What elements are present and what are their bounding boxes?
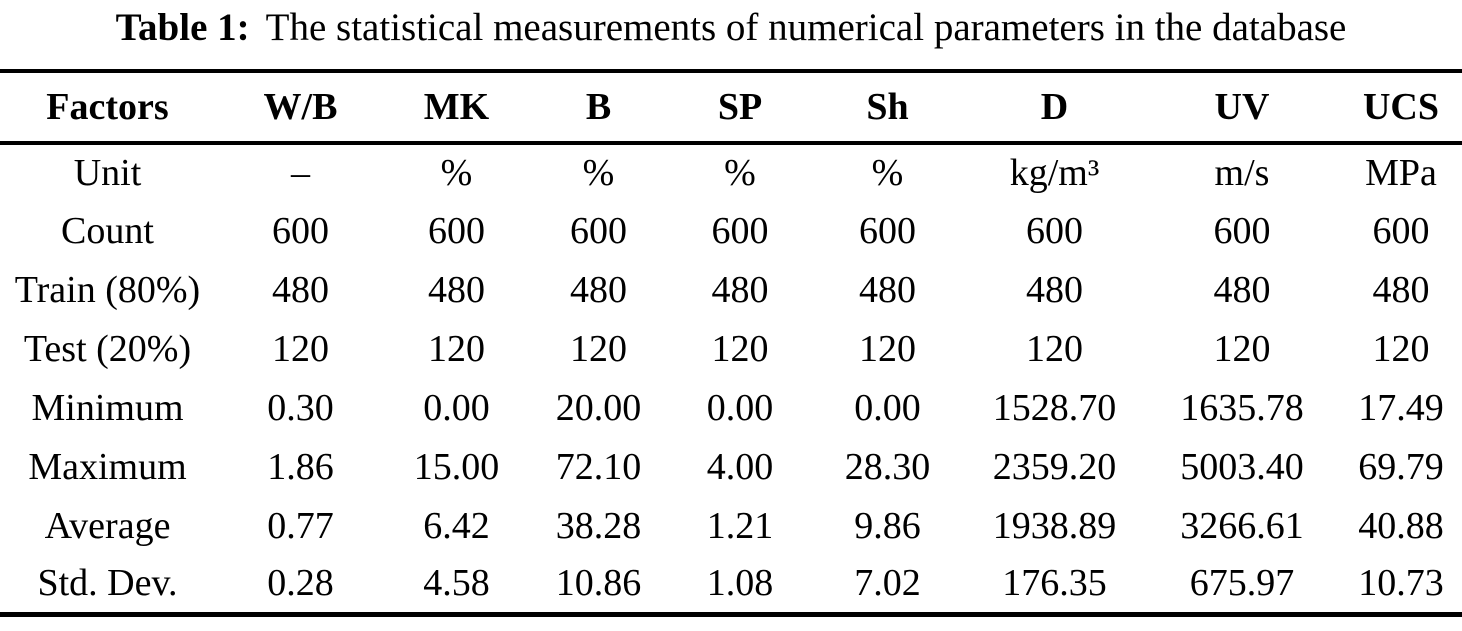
table-row: Test (20%) 120 120 120 120 120 120 120 1… xyxy=(0,320,1462,379)
table-cell: 40.88 xyxy=(1358,504,1444,547)
row-label: Train (80%) xyxy=(14,269,201,312)
table-cell: 600 xyxy=(711,210,769,253)
table-cell: % xyxy=(440,152,473,195)
table-cell: 0.28 xyxy=(267,562,334,605)
table-cell: 0.00 xyxy=(423,387,490,429)
table-cell: 1.21 xyxy=(706,504,774,547)
table-cell: – xyxy=(291,152,310,195)
table-cell: 600 xyxy=(428,210,485,253)
table-cell: 69.79 xyxy=(1358,445,1444,488)
table-row: Minimum 0.30 0.00 20.00 0.00 0.00 1528.7… xyxy=(0,379,1462,438)
table-cell: 5003.40 xyxy=(1180,445,1304,488)
table-row: Unit – % % % % kg/m³ m/s MPa xyxy=(0,143,1462,202)
column-header: W/B xyxy=(215,71,386,145)
table-cell: 38.28 xyxy=(555,504,642,547)
row-label: Average xyxy=(44,504,171,547)
table-cell: 1635.78 xyxy=(1180,387,1304,429)
table-cell: 1528.70 xyxy=(992,387,1117,429)
row-label: Unit xyxy=(73,152,142,195)
table-cell: 6.42 xyxy=(423,504,490,547)
table-row: Maximum 1.86 15.00 72.10 4.00 28.30 2359… xyxy=(0,437,1462,496)
row-label: Test (20%) xyxy=(23,328,192,371)
table-cell: 4.00 xyxy=(706,445,774,488)
table-cell: 176.35 xyxy=(1002,562,1107,605)
table-cell: 120 xyxy=(272,328,329,371)
table-cell: 7.02 xyxy=(854,562,921,605)
table-cell: 1.86 xyxy=(267,445,334,488)
column-header: B xyxy=(527,71,670,145)
table-cell: 28.30 xyxy=(844,445,931,488)
table-cell: 120 xyxy=(570,328,627,371)
caption-text: The statistical measurements of numerica… xyxy=(265,6,1347,49)
table-cell: 10.86 xyxy=(555,562,642,605)
table-cell: 2359.20 xyxy=(992,445,1117,488)
table-cell: 480 xyxy=(570,269,627,312)
column-header: SP xyxy=(670,71,810,145)
table-row: Std. Dev. 0.28 4.58 10.86 1.08 7.02 176.… xyxy=(0,555,1462,614)
table-cell: 9.86 xyxy=(854,504,921,547)
row-label: Count xyxy=(61,210,154,253)
table-row: Count 600 600 600 600 600 600 600 600 xyxy=(0,202,1462,261)
table-cell: 0.77 xyxy=(267,504,334,547)
row-label: Minimum xyxy=(31,387,184,429)
row-label: Std. Dev. xyxy=(37,562,178,605)
table-cell: 675.97 xyxy=(1189,562,1295,605)
table-cell: 120 xyxy=(428,328,485,371)
table-cell: 600 xyxy=(859,210,916,253)
table-cell: 120 xyxy=(859,328,916,371)
table-cell: 1938.89 xyxy=(992,504,1117,547)
table-cell: 1.08 xyxy=(706,562,774,605)
table-cell: 600 xyxy=(272,210,329,253)
statistics-table: Factors W/B MK B SP Sh D UV UCS Unit – %… xyxy=(0,69,1462,617)
table-cell: 480 xyxy=(428,269,485,312)
column-header: Sh xyxy=(810,71,965,145)
table-cell: 480 xyxy=(272,269,329,312)
table-cell: 17.49 xyxy=(1358,387,1444,429)
table-cell: 600 xyxy=(570,210,627,253)
table-cell: 0.00 xyxy=(854,387,921,429)
table-cell: 120 xyxy=(711,328,769,371)
column-header: Factors xyxy=(0,71,215,145)
table-cell: 600 xyxy=(1372,210,1430,253)
table-cell: 10.73 xyxy=(1358,562,1444,605)
table-cell: 480 xyxy=(859,269,916,312)
column-header: MK xyxy=(386,71,527,145)
table-cell: 480 xyxy=(1026,269,1083,312)
table-cell: 120 xyxy=(1213,328,1271,371)
table-row: Average 0.77 6.42 38.28 1.21 9.86 1938.8… xyxy=(0,496,1462,555)
table-cell: 480 xyxy=(711,269,769,312)
table-cell: % xyxy=(871,152,904,195)
table-cell: 120 xyxy=(1372,328,1430,371)
table-cell: kg/m³ xyxy=(1009,152,1100,195)
header-row: Factors W/B MK B SP Sh D UV UCS xyxy=(0,71,1462,145)
column-header: D xyxy=(965,71,1144,145)
table-cell: % xyxy=(582,152,615,195)
table-cell: 600 xyxy=(1213,210,1271,253)
table-cell: 480 xyxy=(1213,269,1271,312)
table-cell: 600 xyxy=(1026,210,1083,253)
table-cell: 4.58 xyxy=(423,562,490,605)
table-cell: m/s xyxy=(1214,152,1270,195)
table-row: Train (80%) 480 480 480 480 480 480 480 … xyxy=(0,261,1462,320)
table-cell: 120 xyxy=(1026,328,1083,371)
table-cell: 0.30 xyxy=(267,387,334,429)
table-cell: % xyxy=(724,152,756,195)
table-cell: 480 xyxy=(1372,269,1430,312)
column-header: UV xyxy=(1144,71,1340,145)
column-header: UCS xyxy=(1340,71,1462,145)
table-caption: Table 1: The statistical measurements of … xyxy=(0,4,1462,52)
row-label: Maximum xyxy=(28,445,187,488)
table-cell: MPa xyxy=(1365,152,1437,195)
table-cell: 0.00 xyxy=(706,387,774,429)
table-cell: 3266.61 xyxy=(1180,504,1304,547)
table-cell: 72.10 xyxy=(555,445,642,488)
caption-label: Table 1: xyxy=(115,6,250,49)
table-cell: 15.00 xyxy=(413,445,500,488)
table-cell: 20.00 xyxy=(555,387,642,429)
